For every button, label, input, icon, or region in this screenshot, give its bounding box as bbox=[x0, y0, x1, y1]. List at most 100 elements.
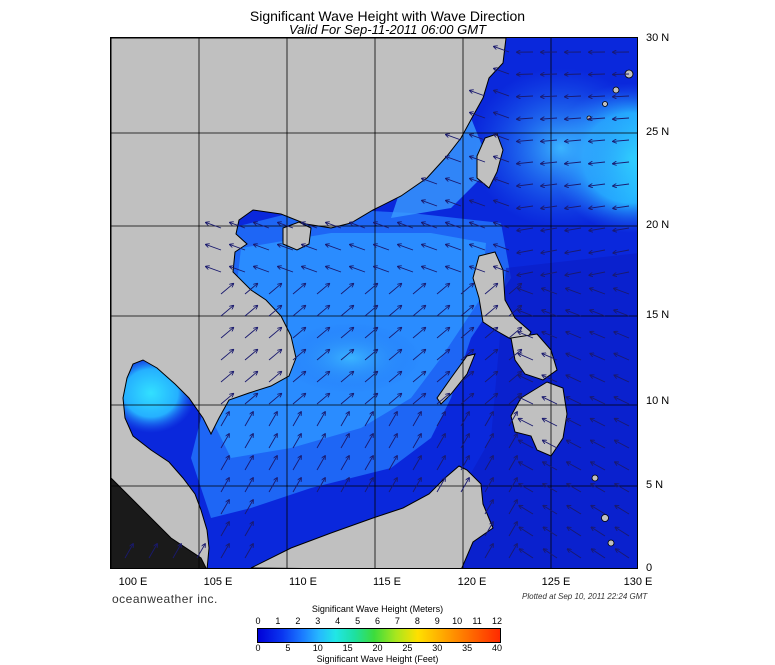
wave-arrow bbox=[542, 375, 558, 383]
wave-arrow bbox=[494, 91, 510, 97]
wave-arrow bbox=[567, 506, 582, 515]
wave-arrow bbox=[508, 306, 521, 317]
wave-arrow bbox=[220, 306, 233, 317]
wave-arrow bbox=[302, 223, 318, 229]
wave-arrow bbox=[364, 412, 373, 427]
wave-arrow bbox=[326, 223, 342, 229]
wave-arrow bbox=[388, 478, 397, 493]
wave-arrow bbox=[292, 306, 305, 317]
wave-arrow bbox=[614, 354, 630, 361]
lat-label-0: 0 bbox=[646, 562, 653, 574]
wave-arrow bbox=[494, 69, 510, 75]
wave-arrow bbox=[591, 506, 606, 515]
wave-arrow bbox=[470, 223, 486, 229]
wave-arrow bbox=[589, 249, 606, 253]
wave-arrow bbox=[364, 434, 373, 449]
sumatra-tip bbox=[111, 477, 207, 568]
wave-arrow bbox=[517, 271, 534, 275]
wave-arrow bbox=[517, 184, 534, 186]
wave-arrow bbox=[567, 484, 582, 493]
wave-arrow bbox=[508, 350, 521, 361]
wave-arrow bbox=[470, 157, 486, 163]
wave-arrow bbox=[518, 288, 534, 295]
wave-arrow bbox=[614, 310, 630, 317]
wave-arrow bbox=[364, 478, 373, 493]
wave-height-colorbar bbox=[257, 628, 501, 643]
legend-tick: 35 bbox=[462, 643, 473, 653]
legend-tick: 25 bbox=[402, 643, 413, 653]
chart-title: Significant Wave Height with Wave Direct… bbox=[249, 8, 526, 24]
legend-tick: 2 bbox=[295, 616, 301, 626]
wave-arrow bbox=[436, 372, 449, 383]
wave-arrow bbox=[470, 91, 486, 97]
wave-arrow bbox=[541, 184, 558, 186]
wave-arrow bbox=[278, 245, 294, 251]
taiwan-strait-field bbox=[391, 118, 491, 218]
wave-arrow bbox=[517, 205, 534, 208]
wave-arrow bbox=[565, 227, 582, 231]
wave-arrow bbox=[292, 456, 301, 471]
wave-arrow bbox=[494, 267, 510, 273]
wave-arrow bbox=[615, 440, 630, 449]
wave-arrow bbox=[220, 544, 229, 559]
wave-arrow bbox=[268, 328, 281, 339]
wave-arrow bbox=[494, 47, 510, 53]
wave-arrow bbox=[508, 478, 517, 493]
wave-arrow bbox=[446, 179, 462, 185]
wave-arrow bbox=[244, 306, 257, 317]
wave-arrow bbox=[589, 162, 606, 164]
wave-arrow bbox=[613, 162, 630, 164]
wave-arrow bbox=[412, 284, 425, 295]
wave-arrow bbox=[613, 74, 630, 75]
wave-arrow bbox=[340, 394, 353, 405]
legend-tick: 1 bbox=[275, 616, 281, 626]
wave-arrow bbox=[615, 462, 630, 471]
wave-arrow bbox=[494, 201, 510, 207]
wave-arrow bbox=[268, 306, 281, 317]
wave-arrow bbox=[326, 267, 342, 273]
wave-arrow bbox=[589, 74, 606, 75]
wave-arrow bbox=[388, 328, 401, 339]
wave-arrow bbox=[566, 354, 582, 361]
wave-arrow bbox=[484, 500, 493, 515]
wave-arrow bbox=[541, 96, 558, 97]
wave-arrow bbox=[543, 527, 558, 537]
wave-arrow bbox=[565, 205, 582, 208]
wave-arrow bbox=[278, 223, 294, 229]
wave-arrow bbox=[591, 397, 606, 405]
wave-arrow bbox=[268, 478, 277, 493]
wave-arrow bbox=[374, 267, 390, 273]
wave-arrow bbox=[292, 350, 305, 361]
wave-arrow bbox=[589, 96, 606, 97]
wave-arrow bbox=[268, 372, 281, 383]
wave-arrow bbox=[565, 140, 582, 141]
wave-arrow bbox=[541, 74, 558, 75]
wave-arrow bbox=[244, 284, 257, 295]
wave-arrow bbox=[412, 372, 425, 383]
lat-label-5n: 5 N bbox=[646, 479, 664, 491]
wave-arrow bbox=[494, 245, 510, 251]
wave-arrow bbox=[244, 500, 253, 515]
wave-arrow bbox=[388, 394, 401, 405]
wave-arrow bbox=[436, 394, 449, 405]
wave-arrow bbox=[494, 223, 510, 229]
wave-arrow bbox=[316, 350, 329, 361]
wave-arrow bbox=[220, 328, 233, 339]
wave-arrow bbox=[470, 113, 486, 119]
wave-arrow bbox=[436, 456, 445, 471]
wave-arrow bbox=[484, 522, 493, 537]
wave-arrow bbox=[494, 113, 510, 119]
wave-arrow bbox=[589, 271, 606, 275]
wave-arrow bbox=[446, 157, 462, 163]
wave-arrow bbox=[484, 350, 497, 361]
wave-arrow bbox=[412, 394, 425, 405]
wave-arrow bbox=[519, 397, 534, 405]
wave-arrow bbox=[517, 162, 534, 164]
wave-arrow bbox=[614, 332, 630, 339]
wave-arrow bbox=[422, 179, 438, 185]
wave-arrow bbox=[316, 434, 325, 449]
wave-arrow bbox=[292, 412, 301, 427]
wave-arrow bbox=[268, 434, 277, 449]
wave-arrow bbox=[374, 245, 390, 251]
wave-arrow bbox=[220, 434, 229, 449]
